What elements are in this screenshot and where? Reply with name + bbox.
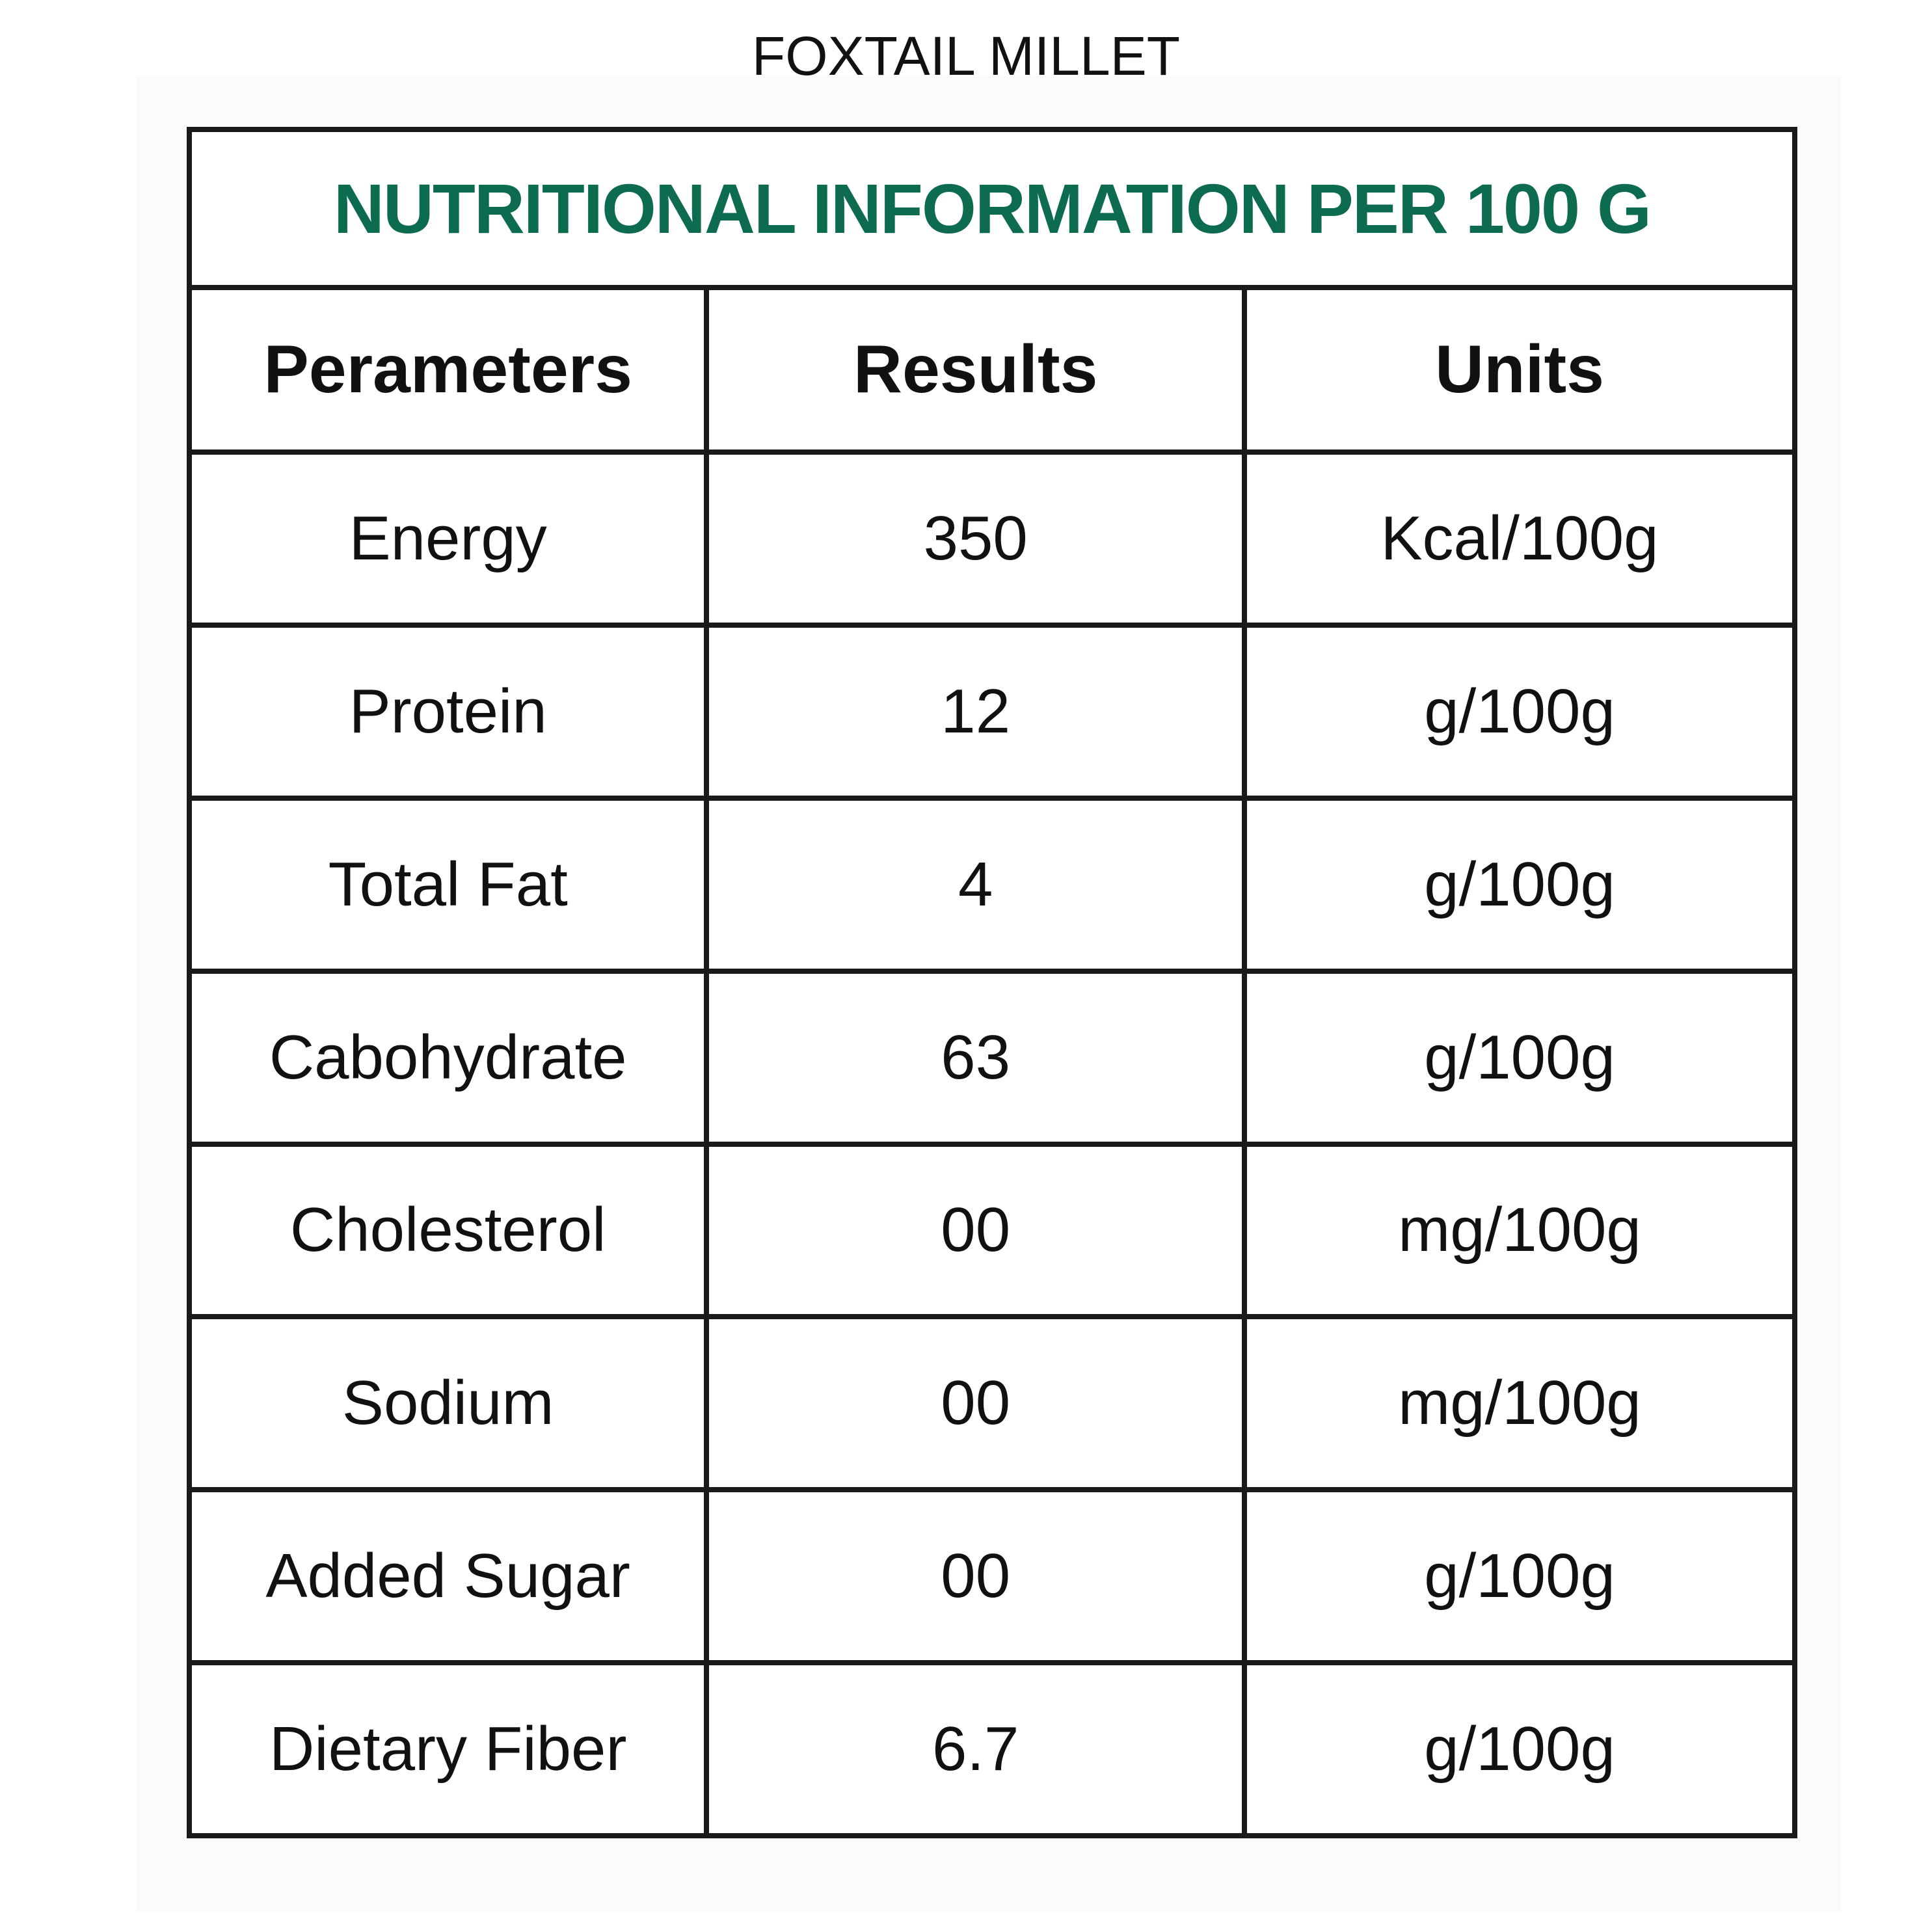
column-header: Perameters: [186, 285, 710, 455]
table-caption: NUTRITIONAL INFORMATION PER 100 G: [187, 127, 1797, 290]
header-row: Perameters Results Units: [186, 285, 1797, 455]
nutrition-table: NUTRITIONAL INFORMATION PER 100 G Perame…: [186, 127, 1797, 1838]
table-cell: Sodium: [186, 1314, 710, 1493]
table-cell: 00: [704, 1487, 1248, 1666]
table-cell: Added Sugar: [186, 1487, 710, 1666]
table-cell: mg/100g: [1242, 1141, 1797, 1320]
table-cell: mg/100g: [1242, 1314, 1797, 1493]
table-cell: g/100g: [1242, 795, 1797, 974]
table-cell: g/100g: [1242, 1660, 1797, 1838]
table-cell: 350: [704, 449, 1248, 628]
table-cell: Cholesterol: [186, 1141, 710, 1320]
table-cell: Kcal/100g: [1242, 449, 1797, 628]
table-row: Energy 350 Kcal/100g: [186, 449, 1797, 628]
column-header: Units: [1242, 285, 1797, 455]
table-cell: 12: [704, 622, 1248, 801]
table-cell: 4: [704, 795, 1248, 974]
table-row: Total Fat 4 g/100g: [186, 795, 1797, 974]
table-cell: Cabohydrate: [186, 968, 710, 1147]
column-header: Results: [704, 285, 1248, 455]
table-cell: 00: [704, 1141, 1248, 1320]
table-body: Energy 350 Kcal/100g Protein 12 g/100g Total F…: [186, 449, 1797, 1838]
table-row: Sodium 00 mg/100g: [186, 1314, 1797, 1493]
table-cell: 00: [704, 1314, 1248, 1493]
table-cell: g/100g: [1242, 968, 1797, 1147]
table-row: Cabohydrate 63 g/100g: [186, 968, 1797, 1147]
table-cell: Protein: [186, 622, 710, 801]
table-row: Cholesterol 00 mg/100g: [186, 1141, 1797, 1320]
page-title: FOXTAIL MILLET: [751, 25, 1181, 87]
table-cell: 6.7: [704, 1660, 1248, 1838]
table-row: Dietary Fiber 6.7 g/100g: [186, 1660, 1797, 1838]
table-cell: Dietary Fiber: [186, 1660, 710, 1838]
table-cell: Energy: [186, 449, 710, 628]
table-cell: 63: [704, 968, 1248, 1147]
table-cell: g/100g: [1242, 622, 1797, 801]
table-row: Protein 12 g/100g: [186, 622, 1797, 801]
table-cell: g/100g: [1242, 1487, 1797, 1666]
table-cell: Total Fat: [186, 795, 710, 974]
table-row: Added Sugar 00 g/100g: [186, 1487, 1797, 1666]
